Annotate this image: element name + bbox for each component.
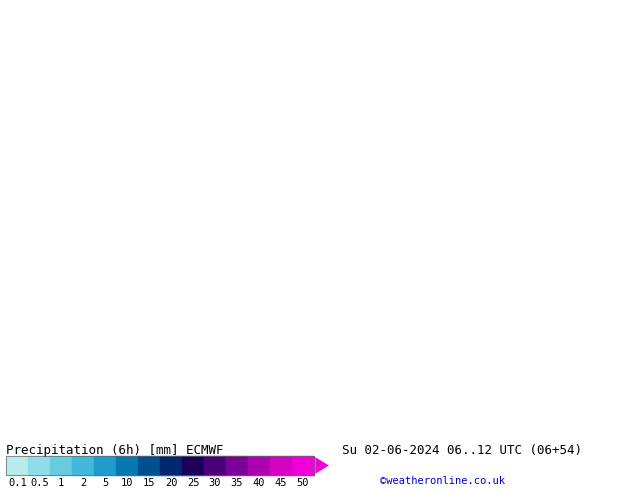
- Text: 20: 20: [165, 478, 178, 488]
- Bar: [292, 456, 314, 475]
- Text: 30: 30: [209, 478, 221, 488]
- Text: 10: 10: [121, 478, 133, 488]
- Bar: [50, 456, 72, 475]
- Bar: [204, 456, 226, 475]
- Text: ©weatheronline.co.uk: ©weatheronline.co.uk: [380, 476, 505, 486]
- Text: 25: 25: [187, 478, 199, 488]
- Text: 35: 35: [231, 478, 243, 488]
- Text: 0.1: 0.1: [8, 478, 27, 488]
- Bar: [248, 456, 270, 475]
- Text: 2: 2: [80, 478, 86, 488]
- Bar: [160, 456, 182, 475]
- Text: 1: 1: [58, 478, 65, 488]
- Text: 40: 40: [253, 478, 265, 488]
- Bar: [226, 456, 248, 475]
- Text: 0.5: 0.5: [30, 478, 49, 488]
- Bar: [6, 456, 29, 475]
- Bar: [182, 456, 204, 475]
- Bar: [138, 456, 160, 475]
- Bar: [72, 456, 94, 475]
- Bar: [94, 456, 116, 475]
- Text: 45: 45: [275, 478, 287, 488]
- Text: Precipitation (6h) [mm] ECMWF: Precipitation (6h) [mm] ECMWF: [6, 443, 224, 457]
- Text: Su 02-06-2024 06..12 UTC (06+54): Su 02-06-2024 06..12 UTC (06+54): [342, 443, 583, 457]
- Bar: [270, 456, 292, 475]
- Bar: [29, 456, 50, 475]
- Text: 5: 5: [102, 478, 108, 488]
- Text: 15: 15: [143, 478, 155, 488]
- Bar: [116, 456, 138, 475]
- Text: 50: 50: [297, 478, 309, 488]
- Bar: [6, 456, 314, 475]
